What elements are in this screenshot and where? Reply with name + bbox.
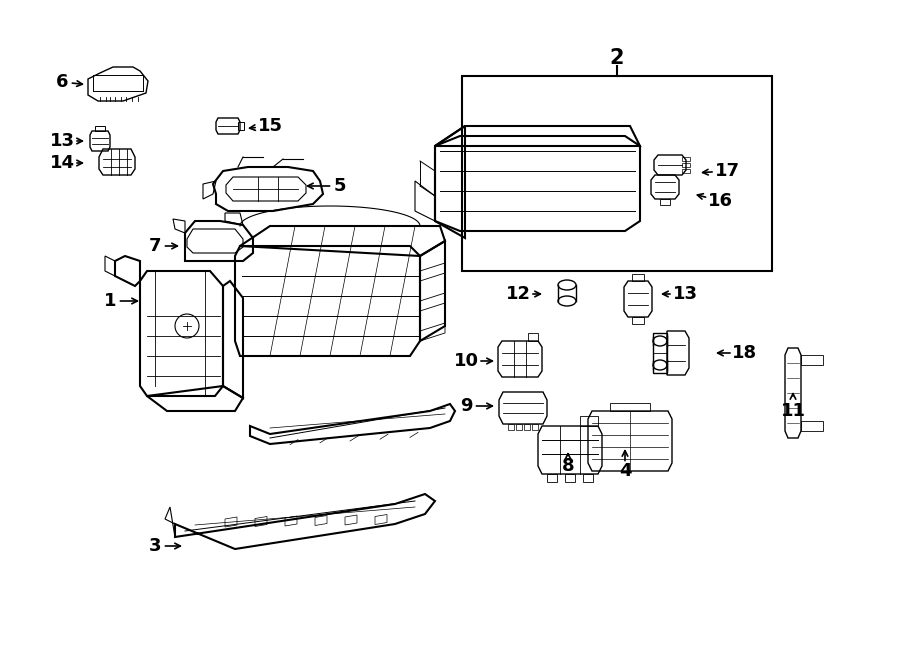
Text: 3: 3 — [148, 537, 161, 555]
Text: 2: 2 — [610, 48, 625, 68]
Text: 10: 10 — [454, 352, 479, 370]
Text: 4: 4 — [619, 462, 631, 480]
Bar — [462, 76, 772, 271]
Text: 15: 15 — [257, 117, 283, 135]
Text: 17: 17 — [715, 162, 740, 180]
Text: 8: 8 — [562, 457, 574, 475]
Text: 6: 6 — [56, 73, 68, 91]
Text: 5: 5 — [334, 177, 346, 195]
Text: 12: 12 — [506, 285, 530, 303]
Text: 18: 18 — [733, 344, 758, 362]
Text: 14: 14 — [50, 154, 75, 172]
Text: 1: 1 — [104, 292, 116, 310]
Text: 13: 13 — [672, 285, 698, 303]
Text: 7: 7 — [148, 237, 161, 255]
Text: 11: 11 — [780, 402, 806, 420]
Text: 9: 9 — [460, 397, 473, 415]
Text: 13: 13 — [50, 132, 75, 150]
Text: 16: 16 — [707, 192, 733, 210]
